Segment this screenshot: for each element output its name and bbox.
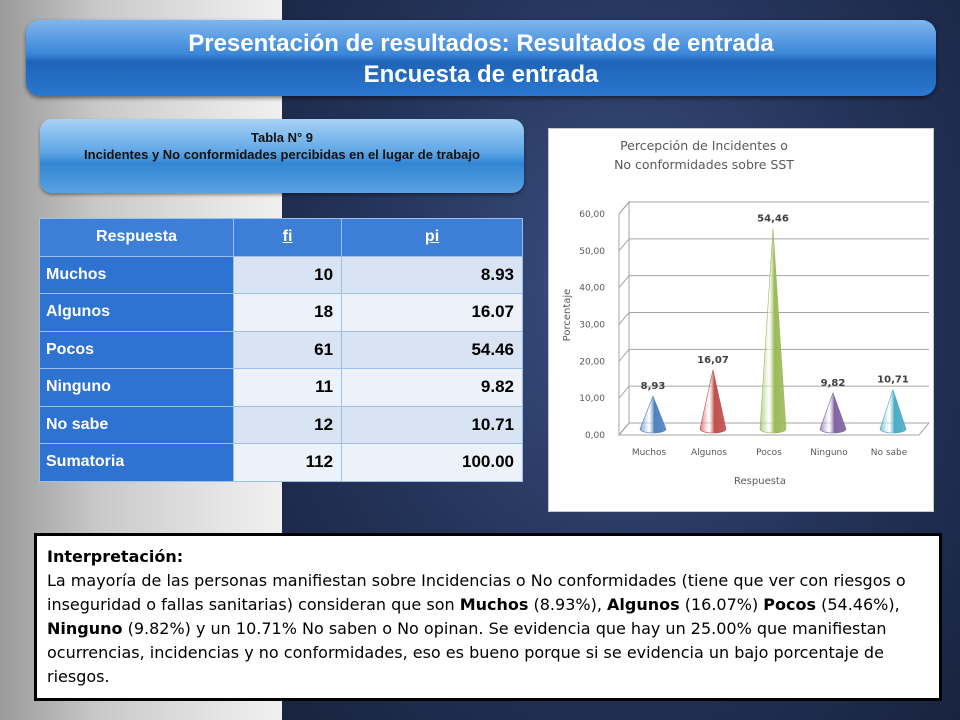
cone-algunos	[699, 369, 727, 434]
x-tick-label: Algunos	[691, 448, 727, 458]
total-frequency: 112	[232, 443, 343, 482]
row-percentage: 16.07	[341, 293, 523, 332]
row-label: Muchos	[39, 255, 234, 294]
cone-ninguno	[819, 391, 847, 434]
table-caption: Tabla N° 9 Incidentes y No conformidades…	[40, 119, 524, 193]
results-table: Respuesta fi pi Muchos 10 8.93 Algunos 1…	[39, 218, 523, 482]
table-row: Muchos 10 8.93	[39, 255, 523, 294]
row-frequency: 61	[232, 330, 343, 369]
table-row: No sabe 12 10.71	[39, 405, 523, 444]
x-tick-label: Ninguno	[810, 448, 848, 458]
row-label: No sabe	[39, 405, 234, 444]
interpretation-box: Interpretación: La mayoría de las person…	[34, 533, 942, 701]
table-title: Incidentes y No conformidades percibidas…	[84, 147, 480, 162]
interpretation-heading: Interpretación:	[47, 547, 184, 566]
row-label: Ninguno	[39, 368, 234, 407]
row-percentage: 8.93	[341, 255, 523, 294]
row-frequency: 18	[232, 293, 343, 332]
header-respuesta: Respuesta	[39, 218, 234, 257]
row-percentage: 10.71	[341, 405, 523, 444]
y-tick-label: 20,00	[579, 357, 605, 367]
data-label: 16,07	[697, 355, 729, 366]
table-row: Pocos 61 54.46	[39, 330, 523, 369]
y-tick-label: 40,00	[579, 284, 605, 294]
x-axis-title: Respuesta	[734, 476, 786, 487]
x-tick-label: Muchos	[632, 448, 667, 458]
row-frequency: 11	[232, 368, 343, 407]
row-label: Pocos	[39, 330, 234, 369]
table-row: Algunos 18 16.07	[39, 293, 523, 332]
data-label: 8,93	[641, 381, 666, 392]
table-header-row: Respuesta fi pi	[39, 218, 523, 257]
y-tick-label: 10,00	[579, 394, 605, 404]
header-fi: fi	[232, 218, 343, 257]
table-row: Ninguno 11 9.82	[39, 368, 523, 407]
chart-panel: Percepción de Incidentes o No conformida…	[548, 128, 934, 512]
title-banner: Presentación de resultados: Resultados d…	[26, 20, 936, 96]
y-tick-label: 60,00	[579, 210, 605, 220]
page-title: Presentación de resultados: Resultados d…	[188, 30, 774, 57]
x-tick-label: No sabe	[871, 448, 908, 458]
cone-no-sabe	[879, 388, 907, 434]
x-tick-label: Pocos	[756, 448, 782, 458]
chart-title: Percepción de Incidentes o	[620, 138, 788, 153]
cone-muchos	[639, 395, 667, 434]
row-label: Algunos	[39, 293, 234, 332]
row-frequency: 10	[232, 255, 343, 294]
cone-chart: Percepción de Incidentes o No conformida…	[562, 138, 931, 487]
gridline	[618, 385, 929, 399]
row-percentage: 54.46	[341, 330, 523, 369]
y-axis-title: Porcentaje	[562, 289, 573, 342]
y-tick-label: 30,00	[579, 321, 605, 331]
header-pi: pi	[341, 218, 523, 257]
interpretation-text: La mayoría de las personas manifiestan s…	[47, 571, 906, 686]
row-frequency: 12	[232, 405, 343, 444]
gridline	[618, 348, 929, 362]
table-number: Tabla N° 9	[250, 130, 314, 145]
data-label: 9,82	[821, 378, 846, 389]
data-label: 10,71	[877, 375, 909, 386]
cone-pocos	[759, 228, 787, 434]
y-tick-label: 50,00	[579, 247, 605, 257]
total-percentage: 100.00	[341, 443, 523, 482]
total-label: Sumatoria	[39, 443, 234, 482]
row-percentage: 9.82	[341, 368, 523, 407]
gridline	[618, 312, 929, 325]
gridline	[618, 238, 929, 252]
table-total-row: Sumatoria 112 100.00	[39, 443, 523, 482]
gridline	[618, 275, 929, 288]
data-label: 54,46	[757, 213, 789, 224]
y-tick-label: 0,00	[585, 431, 605, 441]
gridline	[618, 201, 929, 215]
page-subtitle: Encuesta de entrada	[363, 61, 599, 88]
chart-title-line2: No conformidades sobre SST	[614, 157, 794, 172]
